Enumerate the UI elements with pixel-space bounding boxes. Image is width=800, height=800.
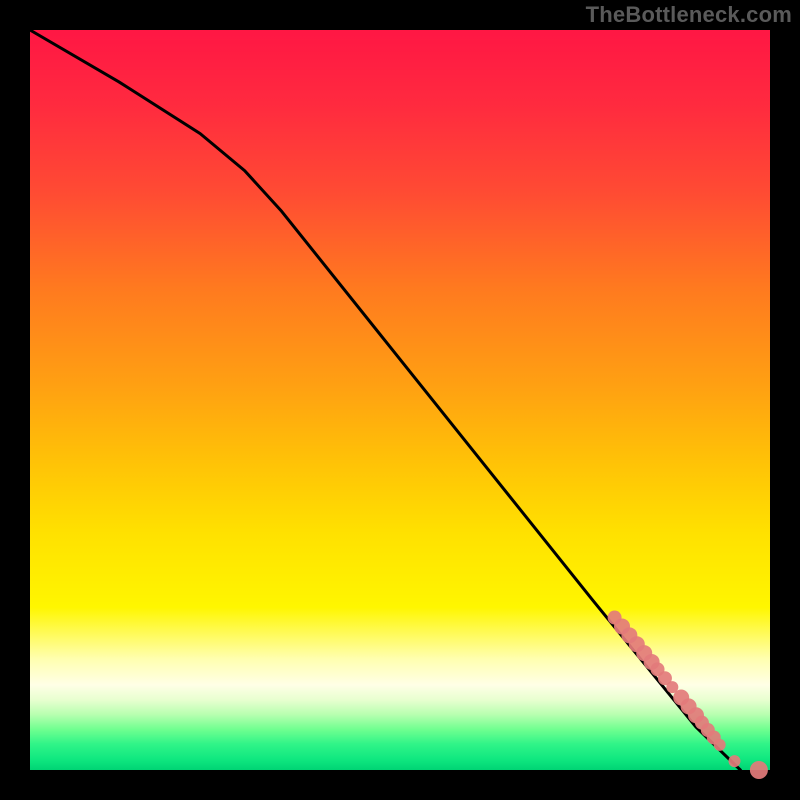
data-point [728, 755, 740, 767]
data-point [714, 739, 726, 751]
data-point [750, 761, 768, 779]
bottleneck-chart [0, 0, 800, 800]
watermark-text: TheBottleneck.com [586, 2, 792, 28]
